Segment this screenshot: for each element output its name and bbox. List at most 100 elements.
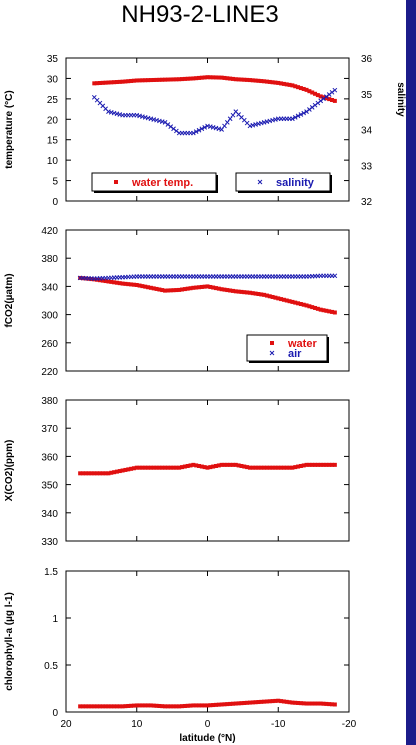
- data-point-fill: [222, 75, 227, 80]
- data-point: [332, 702, 337, 707]
- data-point-fill: [137, 78, 142, 83]
- data-point-fill: [236, 289, 241, 294]
- data-point-fill: [154, 77, 159, 82]
- data-point-fill: [202, 75, 207, 80]
- data-point-fill: [129, 282, 134, 287]
- data-point-fill: [321, 462, 326, 467]
- data-point-fill: [126, 79, 131, 84]
- data-point-fill: [273, 80, 278, 85]
- data-point-fill: [117, 469, 122, 474]
- data-point-fill: [284, 298, 289, 303]
- data-point-fill: [307, 462, 312, 467]
- data-point-fill: [114, 469, 119, 474]
- data-point: [134, 465, 139, 470]
- data-point: [163, 465, 168, 470]
- data-point: [163, 704, 168, 709]
- data-point-fill: [253, 465, 258, 470]
- data-point-fill: [137, 703, 142, 708]
- data-point: [177, 287, 182, 292]
- y-tick-label: 0: [52, 708, 58, 719]
- data-point-fill: [239, 77, 244, 82]
- data-point-fill: [281, 81, 286, 86]
- data-point-fill: [228, 288, 233, 293]
- data-point-fill: [95, 277, 100, 282]
- data-point-fill: [100, 704, 105, 709]
- data-point-fill: [224, 119, 230, 125]
- data-point-fill: [199, 75, 204, 80]
- data-point-fill: [80, 471, 85, 476]
- window-edge-bar: [406, 0, 416, 745]
- data-point-fill: [313, 701, 318, 706]
- data-point-fill: [321, 308, 326, 313]
- data-point: [78, 471, 83, 476]
- data-point-fill: [182, 287, 187, 292]
- data-point-fill: [109, 704, 114, 709]
- data-point-fill: [154, 703, 159, 708]
- data-point-fill: [208, 284, 213, 289]
- data-point-fill: [137, 283, 142, 288]
- data-point-fill: [259, 292, 264, 297]
- y-tick-label: 380: [41, 254, 58, 265]
- data-point-fill: [194, 76, 199, 81]
- data-point-fill: [157, 703, 162, 708]
- data-point-fill: [103, 471, 108, 476]
- data-point-fill: [86, 704, 91, 709]
- data-point-fill: [279, 81, 284, 86]
- data-point: [276, 80, 281, 85]
- data-point-fill: [307, 89, 312, 94]
- data-point-fill: [211, 75, 216, 80]
- data-point-fill: [126, 282, 131, 287]
- y-tick-label: 1: [52, 614, 58, 625]
- data-point-fill: [321, 701, 326, 706]
- data-point: [205, 75, 210, 80]
- data-point-fill: [208, 703, 213, 708]
- data-point-fill: [253, 291, 258, 296]
- data-point-fill: [295, 113, 301, 119]
- data-point-fill: [126, 467, 131, 472]
- data-point-fill: [250, 700, 255, 705]
- data-point-fill: [83, 471, 88, 476]
- y-right-tick-label: 34: [361, 126, 373, 137]
- data-point-fill: [160, 77, 165, 82]
- y-tick-label: 360: [41, 452, 58, 463]
- data-point-fill: [264, 293, 269, 298]
- y-right-tick-label: 36: [361, 54, 373, 65]
- data-point-fill: [273, 295, 278, 300]
- data-point: [332, 273, 338, 279]
- data-point-fill: [140, 78, 145, 83]
- data-point-fill: [112, 470, 117, 475]
- data-point: [78, 704, 83, 709]
- data-point: [163, 77, 168, 82]
- data-point-fill: [327, 97, 332, 102]
- data-point-fill: [310, 701, 315, 706]
- data-point-fill: [211, 285, 216, 290]
- data-point-fill: [213, 702, 218, 707]
- legend-marker: [114, 180, 118, 184]
- data-point-fill: [185, 703, 190, 708]
- data-point-fill: [80, 704, 85, 709]
- x-tick-label: 10: [131, 719, 143, 730]
- y-tick-label: 220: [41, 367, 58, 378]
- data-point-fill: [239, 701, 244, 706]
- data-point-fill: [310, 305, 315, 310]
- data-point-fill: [264, 465, 269, 470]
- data-point-fill: [202, 284, 207, 289]
- data-point-fill: [182, 464, 187, 469]
- data-point-fill: [310, 90, 315, 95]
- data-point-fill: [270, 294, 275, 299]
- data-point-fill: [154, 465, 159, 470]
- data-point-fill: [236, 463, 241, 468]
- data-point-fill: [114, 80, 119, 85]
- data-point: [148, 285, 153, 290]
- data-point: [120, 281, 125, 286]
- data-point-fill: [239, 463, 244, 468]
- data-point-fill: [293, 465, 298, 470]
- data-point: [92, 704, 97, 709]
- data-point-fill: [242, 290, 247, 295]
- data-point-fill: [293, 700, 298, 705]
- data-point-fill: [211, 464, 216, 469]
- data-point: [148, 465, 153, 470]
- data-point-fill: [131, 703, 136, 708]
- data-point-fill: [112, 80, 117, 85]
- data-point-fill: [256, 465, 261, 470]
